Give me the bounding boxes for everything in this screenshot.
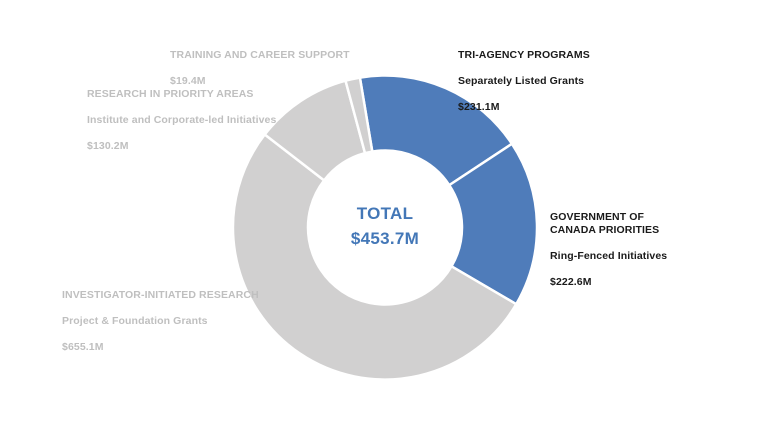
- segment-value: $222.6M: [550, 276, 592, 288]
- donut-segment-tri-agency-programs: [358, 74, 514, 187]
- donut-segment-training-and-career-support: [344, 76, 374, 155]
- segment-label-government-of-canada-priorities: GOVERNMENT OF CANADA PRIORITIES Ring-Fen…: [550, 198, 667, 302]
- total-label: TOTAL: [356, 204, 414, 223]
- segment-subtitle: Ring-Fenced Initiatives: [550, 250, 668, 262]
- donut-segments: [231, 74, 539, 381]
- segment-value: $19.4M: [170, 75, 206, 87]
- donut-center-label: TOTAL $453.7M: [351, 201, 419, 251]
- segment-subtitle: Separately Listed Grants: [458, 75, 585, 87]
- segment-title: TRAINING AND CAREER SUPPORT: [170, 49, 350, 61]
- total-value: $453.7M: [350, 229, 420, 248]
- segment-value: $655.1M: [62, 341, 104, 353]
- donut-segment-investigator-initiated-research: [231, 133, 518, 381]
- segment-title: GOVERNMENT OF CANADA PRIORITIES: [550, 211, 660, 236]
- segment-label-research-in-priority-areas: RESEARCH IN PRIORITY AREAS Institute and…: [87, 75, 276, 166]
- donut-segment-government-of-canada-priorities: [448, 142, 539, 306]
- segment-value: $231.1M: [458, 101, 500, 113]
- segment-subtitle: Institute and Corporate-led Initiatives: [87, 114, 277, 126]
- segment-title: INVESTIGATOR-INITIATED RESEARCH: [62, 289, 259, 301]
- segment-label-tri-agency-programs: TRI-AGENCY PROGRAMS Separately Listed Gr…: [458, 36, 590, 127]
- segment-label-investigator-initiated-research: INVESTIGATOR-INITIATED RESEARCH Project …: [62, 276, 259, 367]
- segment-value: $130.2M: [87, 140, 129, 152]
- segment-title: TRI-AGENCY PROGRAMS: [458, 49, 590, 61]
- segment-label-training-and-career-support: TRAINING AND CAREER SUPPORT $19.4M: [170, 36, 350, 101]
- segment-subtitle: Project & Foundation Grants: [62, 315, 208, 327]
- segment-title: RESEARCH IN PRIORITY AREAS: [87, 88, 254, 100]
